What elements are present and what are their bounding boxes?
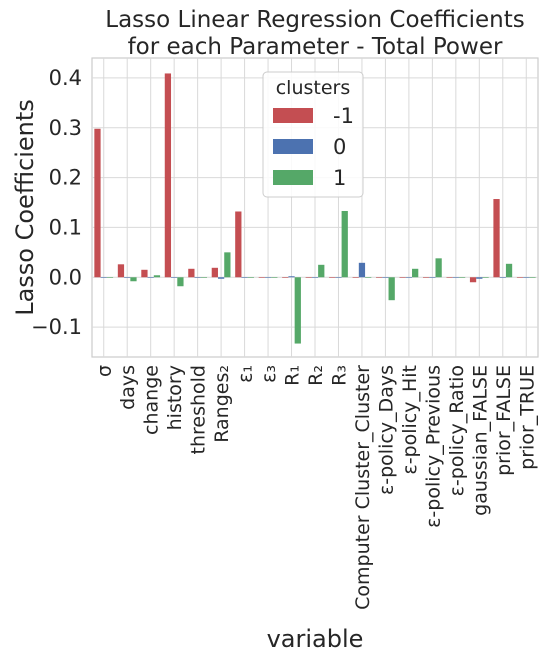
x-tick-label: days: [117, 365, 139, 410]
bar-series--1-2: [141, 269, 148, 278]
x-tick-label: ε-policy_Hit: [399, 365, 421, 475]
bar-series-1-7: [271, 277, 278, 278]
bar-series-0-3: [171, 277, 178, 278]
bar-series-1-17: [505, 263, 513, 278]
bar-series-1-0: [106, 277, 114, 278]
bar-series-1-6: [247, 277, 254, 278]
bar-series-1-14: [435, 258, 442, 278]
bar-series-1-12: [388, 277, 395, 301]
bar-series--1-15: [446, 277, 453, 278]
bar-series-0-16: [476, 277, 483, 279]
x-tick-label: gaussian_FALSE: [469, 365, 491, 516]
x-tick-label: R₂: [305, 365, 327, 386]
bar-series--1-4: [188, 268, 195, 278]
y-tick-label: −0.1: [31, 315, 82, 339]
bar-series--1-0: [94, 128, 101, 278]
x-axis-label: variable: [267, 625, 364, 653]
bar-series-1-1: [130, 277, 137, 282]
bar-series-0-18: [523, 277, 530, 278]
bar-series-0-12: [382, 277, 389, 278]
bar-series-0-4: [194, 277, 201, 278]
bar-series--1-14: [422, 277, 430, 278]
x-tick-label: ε₃: [258, 365, 280, 383]
bar-series-0-2: [147, 277, 154, 278]
x-tick-label: Computer Cluster_Cluster: [352, 365, 374, 610]
bar-series-1-16: [482, 277, 489, 278]
legend-title: clusters: [276, 77, 351, 99]
legend-label--1: -1: [333, 104, 354, 128]
bar-series-0-15: [452, 277, 459, 278]
bar-series-0-7: [264, 277, 272, 278]
bar-series--1-9: [305, 277, 312, 278]
bar-series-0-1: [124, 277, 131, 278]
legend-label-0: 0: [333, 135, 346, 159]
legend-swatch--1: [273, 108, 313, 123]
x-tick-label: ε-policy_Days: [375, 365, 397, 495]
bar-series-1-9: [318, 264, 325, 278]
bar-series--1-6: [235, 211, 242, 278]
bar-series--1-11: [352, 277, 359, 278]
chart-title: for each Parameter - Total Power: [128, 34, 503, 60]
bar-series-0-17: [499, 277, 506, 278]
x-tick-label: R₃: [328, 365, 350, 386]
bar-series-1-5: [224, 252, 231, 278]
bar-series-0-13: [405, 277, 413, 278]
bar-series-0-9: [311, 277, 319, 278]
y-tick-label: 0.4: [49, 66, 82, 90]
bar-series-1-2: [153, 275, 161, 278]
bar-series-0-6: [241, 277, 248, 278]
y-tick-label: 0.2: [49, 166, 82, 190]
bar-series--1-7: [258, 277, 265, 278]
bar-series-1-18: [529, 277, 536, 278]
bar-series--1-1: [117, 264, 125, 278]
bar-series--1-5: [211, 267, 218, 278]
chart-title: Lasso Linear Regression Coefficients: [105, 7, 524, 33]
y-tick-label: 0.1: [49, 215, 82, 239]
bar-series-0-0: [100, 277, 107, 278]
bar-series-0-14: [429, 277, 436, 278]
bar-series-0-8: [288, 276, 295, 278]
bar-series-1-11: [365, 277, 372, 278]
bar-series-1-4: [200, 277, 208, 278]
bar-series-1-8: [294, 277, 301, 344]
x-tick-label: threshold: [188, 365, 210, 454]
y-tick-label: 0.3: [49, 116, 82, 140]
legend-box: [262, 71, 364, 198]
bar-series--1-3: [164, 73, 172, 278]
x-tick-label: ε₁: [235, 365, 257, 383]
x-tick-label: ε-policy_Previous: [422, 365, 444, 528]
legend-swatch-1: [273, 170, 313, 185]
x-tick-label: change: [141, 365, 163, 435]
legend-swatch-0: [273, 139, 313, 154]
x-tick-label: Ranges₂: [211, 365, 233, 443]
bar-series-1-3: [177, 277, 184, 287]
bar-series--1-16: [469, 277, 477, 283]
bar-series-0-5: [217, 277, 225, 279]
bar-series-1-15: [458, 277, 466, 278]
x-tick-label: R₁: [282, 365, 304, 386]
x-tick-label: prior_TRUE: [516, 365, 538, 470]
x-tick-label: σ: [94, 365, 116, 377]
bar-series--1-13: [399, 277, 406, 278]
bar-series--1-8: [282, 277, 289, 278]
y-axis-label: Lasso Coefficients: [11, 99, 39, 316]
bar-series-0-10: [335, 277, 342, 278]
x-tick-label: prior_FALSE: [493, 365, 515, 476]
bar-series-1-10: [341, 210, 348, 278]
legend-label-1: 1: [333, 166, 346, 190]
x-tick-label: history: [164, 365, 186, 430]
y-tick-label: 0.0: [49, 265, 82, 289]
x-tick-label: ε-policy_Ratio: [446, 365, 468, 496]
bar-series-1-13: [412, 268, 419, 278]
bar-series--1-17: [493, 199, 500, 278]
bar-series-0-11: [358, 262, 366, 278]
bar-series--1-10: [329, 277, 336, 278]
bar-series--1-12: [376, 277, 383, 278]
bar-series--1-18: [516, 277, 524, 278]
